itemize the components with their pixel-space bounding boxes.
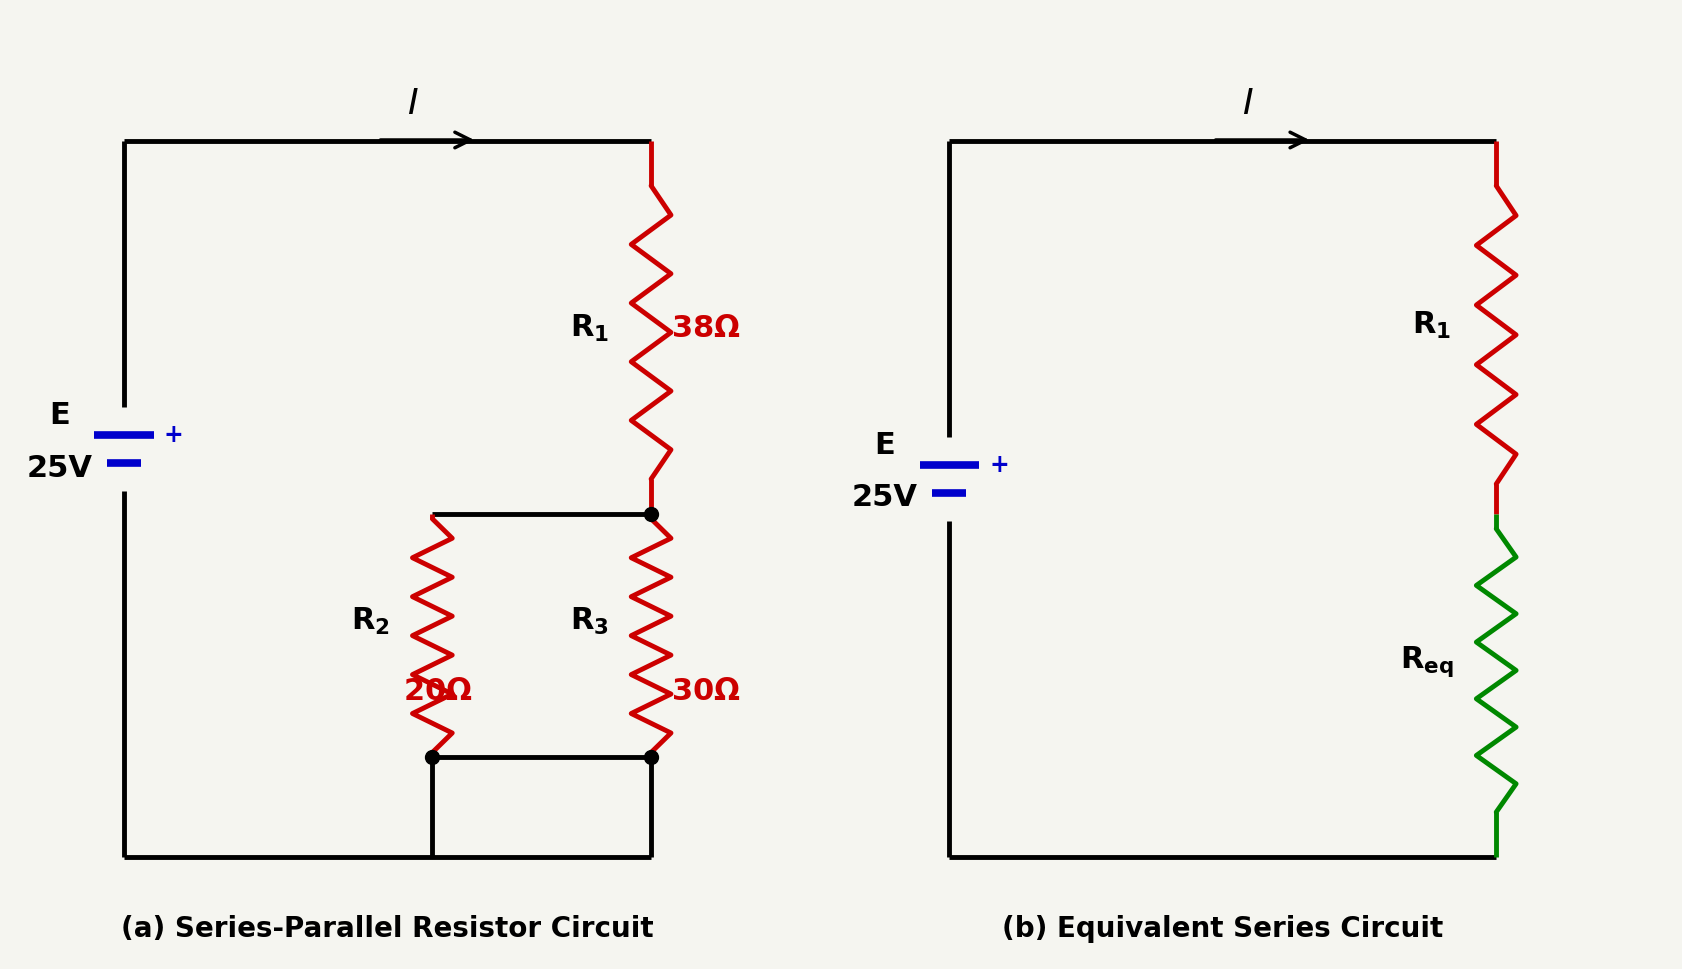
Text: +: + <box>989 453 1008 477</box>
Text: $I$: $I$ <box>407 87 419 121</box>
Text: $\mathbf{R_1}$: $\mathbf{R_1}$ <box>570 313 609 344</box>
Point <box>419 750 446 766</box>
Text: 25V: 25V <box>851 483 917 512</box>
Text: +: + <box>163 422 183 447</box>
Text: (a) Series-Parallel Resistor Circuit: (a) Series-Parallel Resistor Circuit <box>121 915 654 943</box>
Point <box>637 750 664 766</box>
Text: $\mathbf{R_1}$: $\mathbf{R_1}$ <box>1411 310 1450 341</box>
Text: $\mathbf{R_3}$: $\mathbf{R_3}$ <box>570 606 609 637</box>
Text: $\mathbf{20\Omega}$: $\mathbf{20\Omega}$ <box>402 676 473 705</box>
Text: 25V: 25V <box>27 453 93 483</box>
Text: $\mathbf{38\Omega}$: $\mathbf{38\Omega}$ <box>671 314 740 343</box>
Text: E: E <box>875 430 895 459</box>
Text: (b) Equivalent Series Circuit: (b) Equivalent Series Circuit <box>1001 915 1443 943</box>
Text: E: E <box>49 400 71 429</box>
Text: $\mathbf{R_2}$: $\mathbf{R_2}$ <box>352 606 390 637</box>
Point <box>637 507 664 522</box>
Text: $\mathbf{30\Omega}$: $\mathbf{30\Omega}$ <box>671 676 740 705</box>
Text: $\mathbf{R_{eq}}$: $\mathbf{R_{eq}}$ <box>1399 643 1453 678</box>
Text: $I$: $I$ <box>1241 87 1253 121</box>
